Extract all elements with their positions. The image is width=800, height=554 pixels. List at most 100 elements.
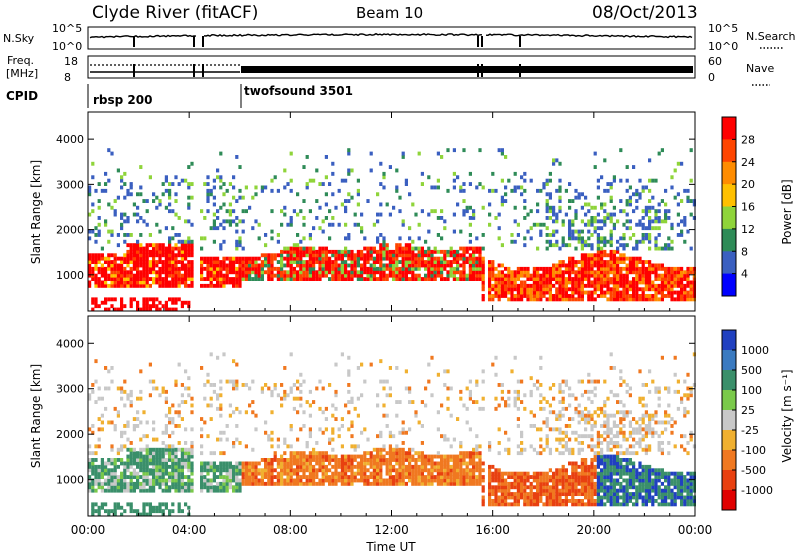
velocity-cell xyxy=(529,492,533,496)
power-cell xyxy=(507,273,511,278)
velocity-cell xyxy=(558,451,562,456)
power-cell xyxy=(104,307,108,312)
velocity-cell xyxy=(504,481,508,486)
power-cell xyxy=(427,270,431,275)
velocity-cell xyxy=(161,478,165,483)
velocity-cell xyxy=(462,454,466,459)
power-cell xyxy=(136,205,140,210)
velocity-cell xyxy=(328,454,332,459)
power-cell xyxy=(574,246,578,251)
velocity-cell xyxy=(436,454,440,459)
power-cell xyxy=(507,178,511,183)
velocity-cell xyxy=(475,451,479,456)
velocity-cell xyxy=(475,481,479,486)
velocity-cell xyxy=(574,485,578,490)
velocity-cell xyxy=(424,386,428,391)
power-cell xyxy=(312,249,316,254)
velocity-cell xyxy=(440,478,444,483)
power-cell xyxy=(136,273,140,278)
velocity-cell xyxy=(251,475,255,479)
velocity-cell xyxy=(523,495,527,500)
power-cell xyxy=(340,202,344,207)
velocity-cell xyxy=(596,434,600,439)
velocity-cell xyxy=(132,451,136,456)
power-cell xyxy=(356,256,360,261)
power-cell xyxy=(206,273,210,278)
power-cell xyxy=(462,209,466,214)
power-cell xyxy=(91,307,95,312)
velocity-cell xyxy=(417,458,421,462)
velocity-cell xyxy=(132,427,136,432)
power-cell xyxy=(427,212,431,217)
power-cell xyxy=(491,273,495,278)
velocity-cell xyxy=(168,464,172,469)
power-cell xyxy=(516,185,520,190)
velocity-cell xyxy=(161,502,165,507)
power-cell xyxy=(161,182,165,186)
power-cell xyxy=(545,280,549,285)
power-cell xyxy=(488,212,492,217)
velocity-cell xyxy=(276,437,280,442)
power-cell xyxy=(171,249,175,254)
power-cell xyxy=(606,253,610,258)
power-cell xyxy=(539,266,543,271)
velocity-cell xyxy=(168,488,172,493)
power-cell xyxy=(430,253,434,258)
power-cell xyxy=(427,256,431,261)
power-cell xyxy=(641,287,645,292)
velocity-cell xyxy=(593,454,597,459)
power-cell xyxy=(219,270,223,275)
velocity-cell xyxy=(507,451,511,456)
power-cell xyxy=(212,263,216,268)
velocity-cell xyxy=(513,403,517,408)
power-cell xyxy=(283,273,287,278)
velocity-cell xyxy=(494,372,498,377)
velocity-cell xyxy=(91,424,95,428)
velocity-cell xyxy=(459,389,463,394)
power-cell xyxy=(190,260,194,264)
velocity-cell xyxy=(558,430,562,435)
power-cell xyxy=(619,209,623,214)
velocity-cell xyxy=(446,406,450,411)
velocity-cell xyxy=(417,475,421,479)
velocity-cell xyxy=(110,447,114,452)
power-cell xyxy=(654,290,658,295)
power-cell xyxy=(286,263,290,268)
power-cell xyxy=(555,216,559,220)
power-cell xyxy=(446,148,450,153)
power-cell xyxy=(584,202,588,207)
power-cell xyxy=(171,273,175,278)
power-cell xyxy=(632,165,636,169)
velocity-cell xyxy=(232,471,236,476)
power-cell xyxy=(616,263,620,268)
power-cell xyxy=(395,270,399,275)
power-cell xyxy=(158,246,162,251)
velocity-cell xyxy=(187,481,191,486)
power-cell xyxy=(667,209,671,214)
power-cell xyxy=(689,280,693,285)
velocity-cell xyxy=(446,475,450,479)
velocity-cell xyxy=(472,478,476,483)
power-cell xyxy=(555,294,559,298)
velocity-cell xyxy=(552,427,556,432)
velocity-cell xyxy=(571,499,575,503)
power-cell xyxy=(177,260,181,264)
velocity-cell xyxy=(379,475,383,479)
velocity-cell xyxy=(174,410,178,415)
power-cell xyxy=(680,270,684,275)
power-cell xyxy=(641,263,645,268)
velocity-cell xyxy=(571,481,575,486)
power-cell xyxy=(289,273,293,278)
power-cell xyxy=(683,277,687,281)
velocity-cell xyxy=(593,444,597,449)
power-cell xyxy=(606,239,610,244)
velocity-cell xyxy=(513,492,517,496)
power-cell xyxy=(238,283,242,288)
velocity-cell xyxy=(225,379,229,384)
power-cell xyxy=(308,253,312,258)
power-cell xyxy=(574,216,578,220)
power-cell xyxy=(216,216,220,220)
velocity-cell xyxy=(331,464,335,469)
velocity-cell xyxy=(526,471,530,476)
velocity-cell xyxy=(542,420,546,425)
